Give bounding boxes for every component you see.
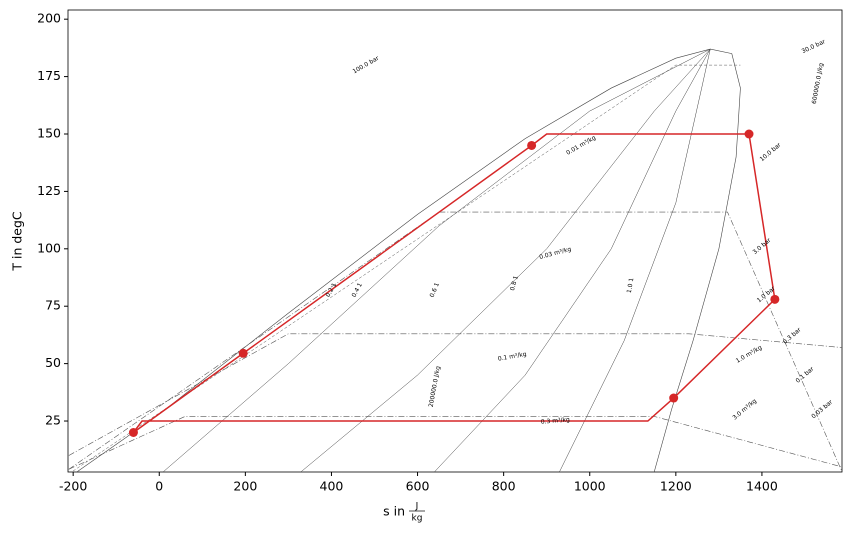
isoline-label: 1.0 1: [626, 277, 636, 293]
y-tick-label: 125: [37, 183, 61, 198]
isoline-label: 0.6 1: [429, 282, 441, 299]
isoline-label: 3.0 bar: [751, 237, 772, 256]
isoline-label: 100.0 bar: [352, 55, 381, 76]
cycle-point: [744, 129, 754, 139]
x-tick-label: 400: [320, 479, 344, 494]
x-tick-label: 800: [492, 479, 516, 494]
x-tick-label: 1000: [574, 479, 606, 494]
y-tick-label: 200: [37, 11, 61, 26]
isoline-label: 10.0 bar: [759, 141, 783, 163]
cycle-line: [132, 133, 776, 434]
x-tick-label: 600: [406, 479, 430, 494]
isoline-label: 0.3 m³/kg: [541, 416, 571, 426]
isoline-label: 0.01 m³/kg: [565, 134, 597, 157]
isoline-label: 200000.0 J/kg: [428, 365, 442, 407]
x-unit-num: J: [415, 502, 419, 512]
y-tick-label: 175: [37, 68, 61, 83]
isoline-label: 0.3 bar: [782, 326, 803, 345]
isoline: [301, 48, 711, 472]
isoline-label: 0.03 m³/kg: [539, 246, 573, 261]
isoline-label: 0.1 m³/kg: [497, 351, 527, 363]
isoline: [434, 48, 711, 472]
x-tick-label: 0: [155, 479, 163, 494]
isoline-label: 0.1 bar: [795, 365, 816, 384]
x-tick-label: 200: [233, 479, 257, 494]
isoline: [559, 48, 711, 472]
isoline: [77, 48, 741, 472]
cycle-point: [238, 348, 248, 358]
isoline: [68, 333, 842, 456]
isoline: [71, 64, 741, 472]
y-axis-label: T in degC: [10, 211, 25, 272]
x-tick-label: 1200: [660, 479, 692, 494]
x-unit-den: kg: [412, 514, 423, 524]
isoline-label: 0.03 bar: [810, 398, 834, 420]
x-tick-label: -200: [59, 479, 87, 494]
y-tick-label: 25: [45, 413, 61, 428]
isoline-label: 1.0 m³/kg: [735, 344, 764, 365]
isoline-label: 600000.0 J/kg: [811, 62, 825, 104]
cycle-point: [128, 428, 138, 438]
y-tick-label: 75: [45, 298, 61, 313]
isoline: [163, 48, 711, 472]
isoline-label: 0.8 1: [509, 275, 520, 292]
cycle-point: [669, 393, 679, 403]
y-tick-label: 50: [45, 355, 61, 370]
cycle-point: [527, 140, 537, 150]
cycle-point: [770, 294, 780, 304]
x-tick-label: 1400: [746, 479, 778, 494]
isoline: [68, 211, 842, 472]
y-tick-label: 150: [37, 125, 61, 140]
x-axis-label: s in: [383, 504, 405, 519]
plot-frame: [67, 9, 843, 473]
isoline-label: 3.0 m³/kg: [731, 397, 758, 421]
isoline: [68, 416, 842, 470]
isoline-label: 30.0 bar: [801, 38, 827, 55]
y-tick-label: 100: [37, 240, 61, 255]
